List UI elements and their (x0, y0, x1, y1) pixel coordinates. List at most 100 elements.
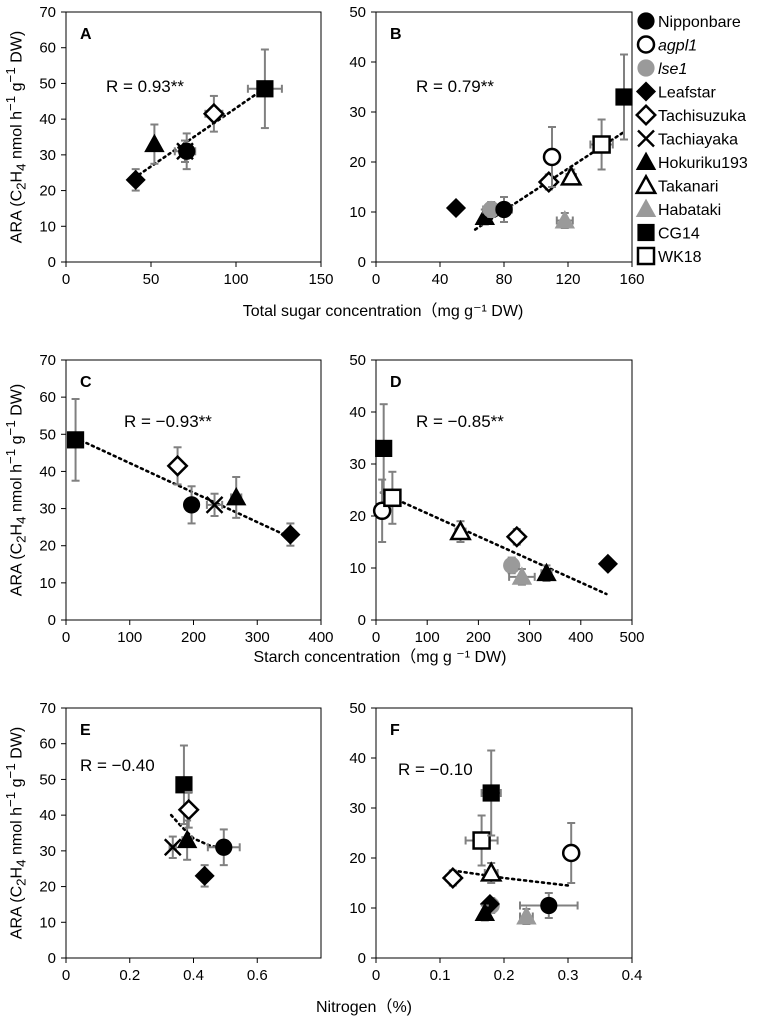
y-tick-label: 20 (349, 154, 366, 171)
y-tick-label: 70 (39, 4, 56, 21)
x-tick-label: 500 (619, 629, 644, 646)
y-tick-label: 70 (39, 700, 56, 717)
x-tick-label: 50 (143, 271, 160, 288)
legend-label: CG14 (658, 226, 700, 243)
correlation-annotation: R = −0.40 (80, 756, 155, 775)
axis-titles: Total sugar concentration（mg g⁻¹ DW) Sta… (243, 302, 524, 1016)
plot-frame (65, 707, 322, 959)
panel-b: 0 10 20 30 40 50 0 40 80 120 160 B R = 0.79** (349, 4, 644, 288)
y-tick-label: 0 (48, 612, 56, 629)
plot-frame (65, 359, 322, 621)
x-axis-title-row3: Nitrogen（%) (316, 998, 412, 1016)
x-tick-label: 200 (466, 629, 491, 646)
legend-marker-tachisuzuka (635, 104, 657, 126)
legend-marker-cg14 (637, 223, 655, 242)
y-tick-label: 0 (48, 254, 56, 271)
data-point-wk18 (383, 488, 402, 508)
data-point-habataki (511, 566, 533, 585)
y-tick-label: 10 (39, 575, 56, 592)
data-point-leafstar (125, 169, 146, 190)
data-point-nipponbare (182, 496, 201, 514)
panel-letter: D (390, 374, 402, 391)
legend-marker-habataki (635, 198, 657, 217)
x-tick-label: 0.4 (183, 967, 204, 984)
data-point-leafstar (280, 524, 301, 545)
y-tick-label: 20 (39, 879, 56, 896)
y-tick-label: 50 (39, 771, 56, 788)
data-point-tachisuzuka (177, 798, 200, 821)
data-point-takanari (479, 861, 503, 882)
legend-label: Hokuriku193 (658, 155, 748, 172)
legend-label: Nipponbare (658, 14, 741, 31)
y-tick-label: 50 (39, 426, 56, 443)
y-tick-label: 20 (39, 183, 56, 200)
panel-f: 0 10 20 30 40 50 0 0.1 0.2 0.3 0.4 F R = −0.10 (349, 700, 642, 984)
y-tick-label: 30 (349, 104, 366, 121)
x-tick-label: 0.1 (430, 967, 451, 984)
data-point-hokuriku193 (474, 902, 496, 921)
correlation-annotation: R = 0.79** (416, 77, 494, 96)
y-tick-label: 50 (349, 352, 366, 369)
correlation-annotation: R = −0.85** (416, 412, 504, 431)
x-tick-label: 150 (308, 271, 333, 288)
y-tick-label: 0 (358, 612, 366, 629)
data-point-tachiayaka (163, 838, 182, 857)
y-tick-label: 40 (349, 750, 366, 767)
data-point-tachisuzuka (441, 867, 464, 889)
correlation-annotation: R = −0.93** (124, 412, 212, 431)
x-tick-label: 0.2 (494, 967, 515, 984)
legend-item: Tachisuzuka (635, 104, 746, 126)
trendline (74, 436, 294, 540)
y-tick-label: 30 (39, 501, 56, 518)
legend-item: Takanari (634, 173, 718, 196)
legend-label: Leafstar (658, 85, 716, 102)
data-point-habataki (554, 210, 576, 229)
x-tick-label: 0 (62, 967, 70, 984)
x-tick-label: 400 (308, 629, 333, 646)
legend-item: Tachiayaka (637, 129, 738, 149)
correlation-annotation: R = 0.93** (106, 77, 184, 96)
x-tick-label: 0 (372, 967, 380, 984)
legend-label: WK18 (658, 249, 702, 266)
legend-label: Takanari (658, 179, 718, 196)
y-tick-label: 20 (349, 850, 366, 867)
legend-item: Nipponbare (637, 12, 741, 31)
data-point-wk18 (592, 135, 611, 154)
legend-marker-hokuriku193 (635, 151, 657, 170)
y-axis-title-row3: ARA (C2H4 nmol h−1 g−1 DW) (3, 726, 29, 940)
data-point-takanari (449, 519, 472, 541)
legend-item: CG14 (637, 223, 700, 243)
legend-label: Tachisuzuka (658, 108, 746, 125)
x-axis-title-row1: Total sugar concentration（mg g⁻¹ DW) (243, 302, 524, 320)
legend-marker-nipponbare (637, 12, 655, 30)
data-point-tachisuzuka (202, 102, 225, 125)
legend-marker-tachiayaka (637, 129, 655, 148)
legend: Nipponbare agpl1 lse1 Leafstar Tachisuzuka Ta… (634, 12, 748, 266)
data-point-cg14 (375, 439, 393, 457)
y-tick-label: 40 (349, 404, 366, 421)
data-point-cg14 (482, 784, 500, 802)
panel-a: 0 10 20 30 40 50 60 70 0 50 100 150 A R = 0.93** (39, 4, 333, 288)
data-point-nipponbare (215, 838, 233, 856)
x-tick-label: 120 (555, 271, 580, 288)
panel-letter: E (80, 722, 91, 739)
data-point-leafstar (597, 553, 618, 574)
legend-marker-agpl1 (636, 35, 656, 54)
data-point-leafstar (445, 197, 467, 219)
x-tick-label: 100 (223, 271, 248, 288)
data-point-agpl1 (542, 147, 562, 167)
x-tick-label: 100 (117, 629, 142, 646)
y-tick-label: 50 (349, 700, 366, 717)
legend-label: Habataki (658, 202, 721, 219)
y-tick-label: 40 (39, 463, 56, 480)
legend-label: Tachiayaka (658, 132, 738, 149)
data-point-hokuriku193 (536, 562, 557, 582)
x-tick-label: 100 (415, 629, 440, 646)
y-tick-label: 60 (39, 389, 56, 406)
y-tick-label: 50 (39, 75, 56, 92)
data-point-cg14 (256, 80, 274, 98)
x-tick-label: 160 (619, 271, 644, 288)
x-tick-label: 0 (372, 271, 380, 288)
panel-letter: F (390, 722, 400, 739)
